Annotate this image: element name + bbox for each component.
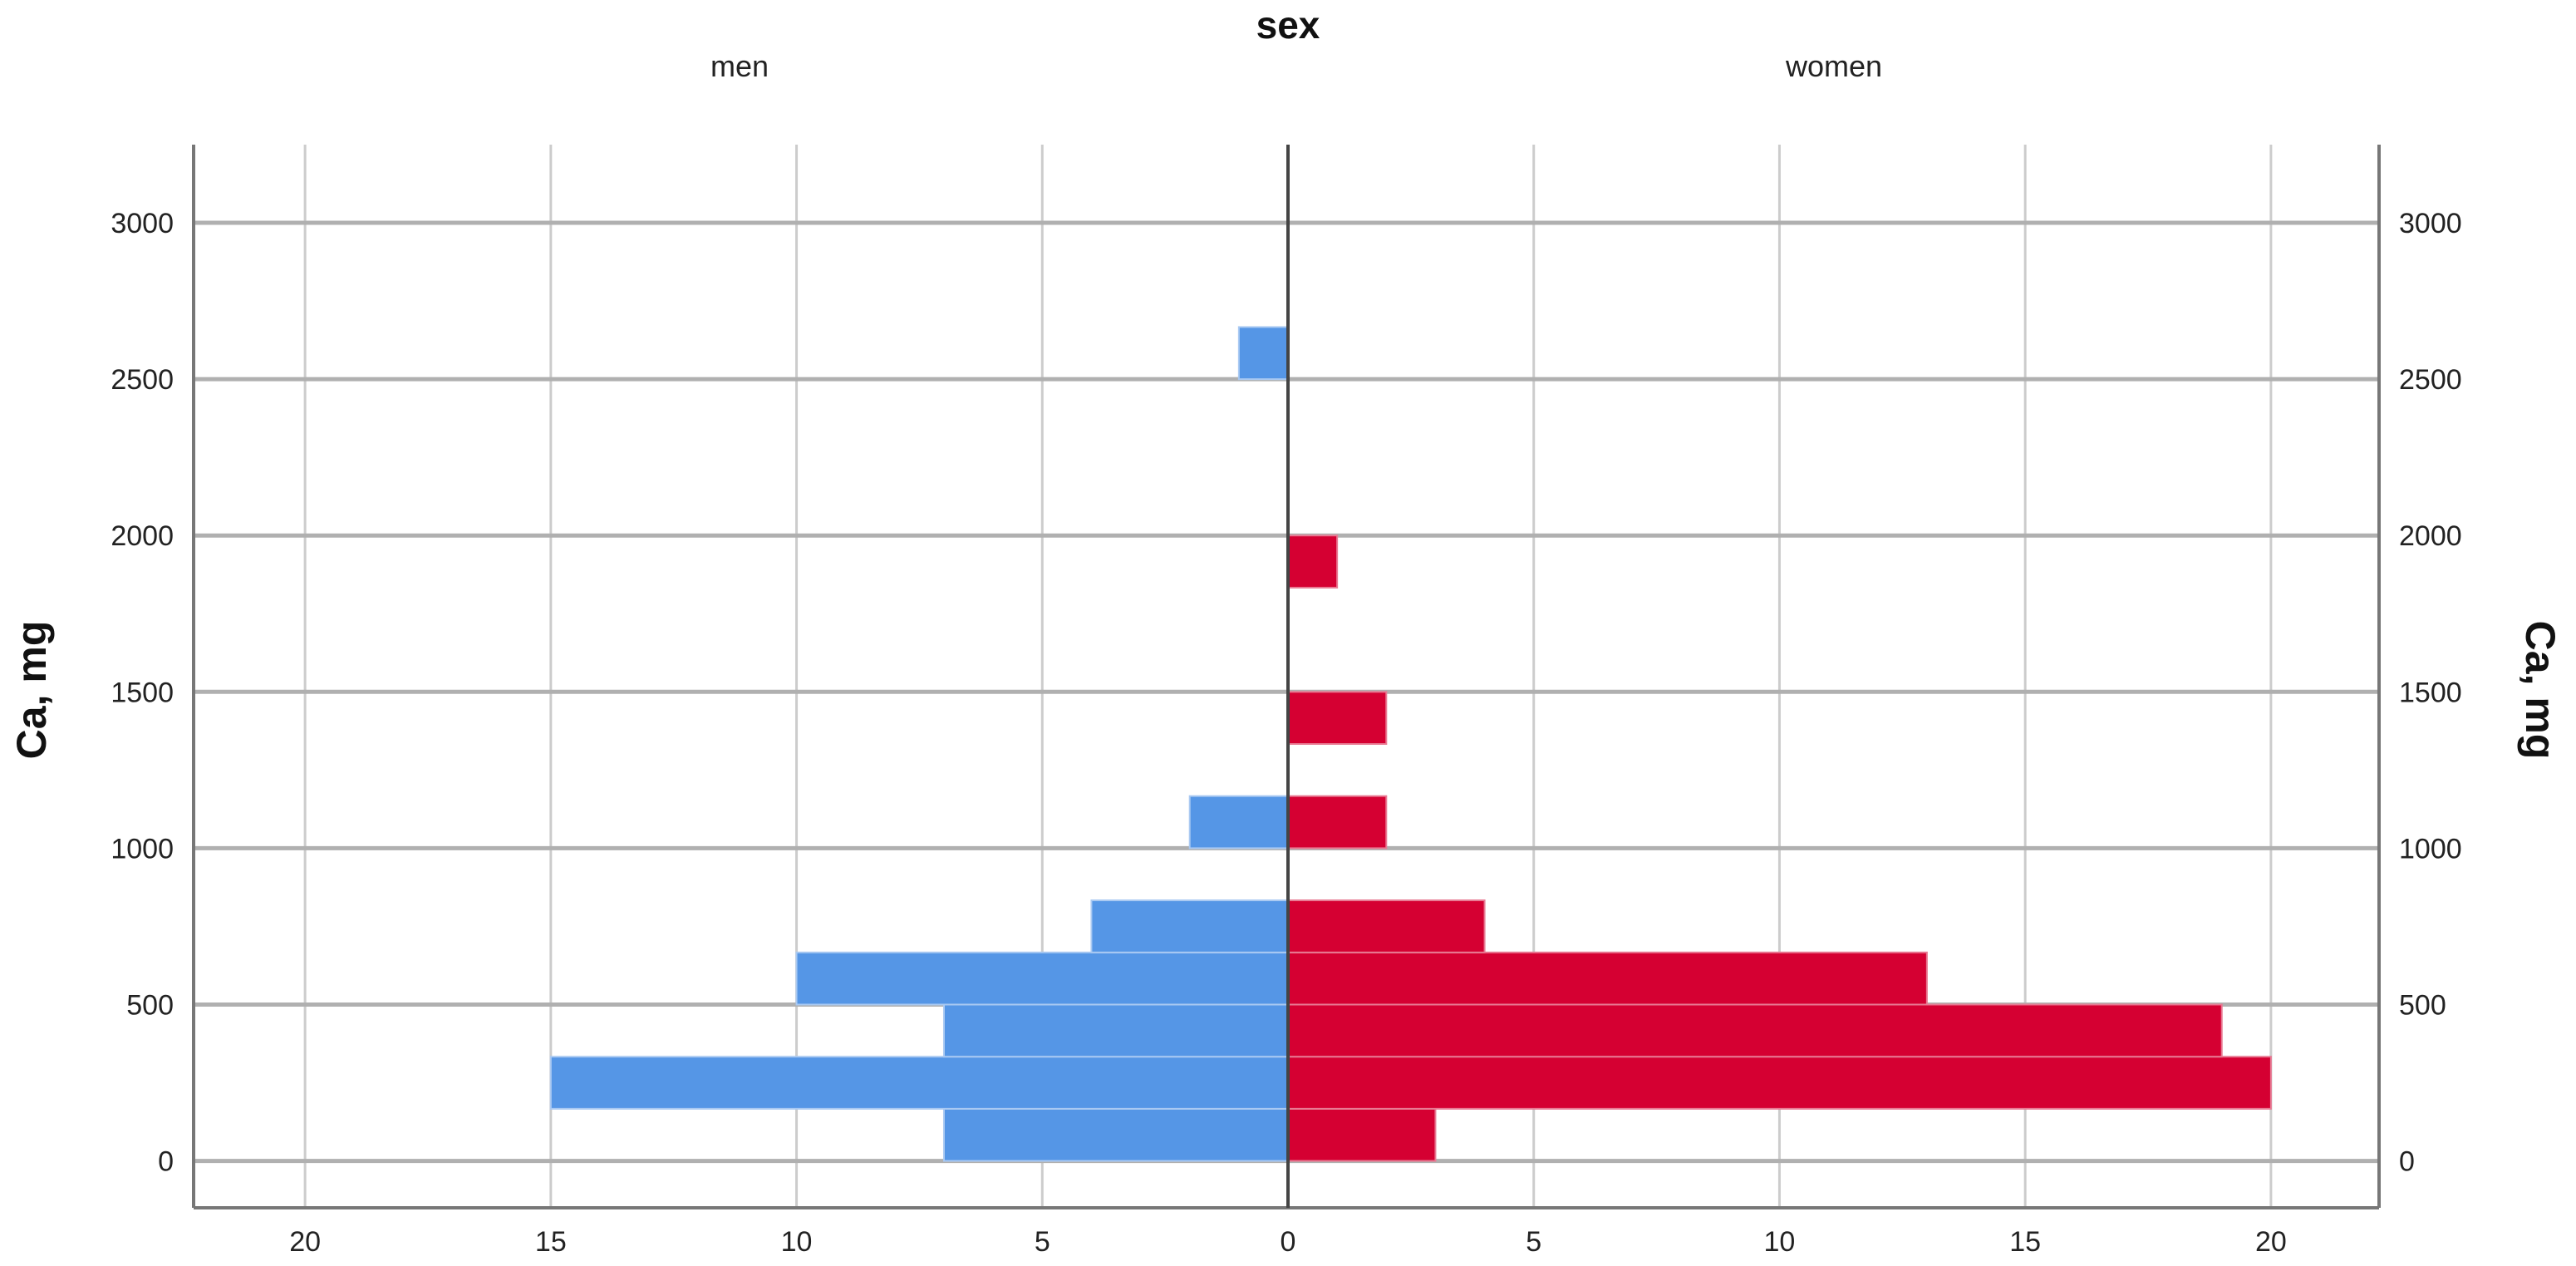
bar-men	[1188, 795, 1289, 850]
y-tick-label-right: 1500	[2399, 677, 2462, 708]
y-axis-title-right: Ca, mg	[2517, 621, 2564, 760]
x-tick-label-men: 10	[781, 1226, 813, 1258]
x-tick-label-women: 15	[2009, 1226, 2041, 1258]
y-tick-label-left: 2500	[111, 364, 174, 396]
y-tick-label-left: 0	[158, 1146, 174, 1178]
x-tick-label-men: 5	[1035, 1226, 1050, 1258]
bar-women	[1287, 1056, 2272, 1110]
bar-men	[795, 951, 1289, 1006]
bar-women	[1287, 1107, 1437, 1162]
bar-women	[1287, 899, 1486, 953]
bar-men	[549, 1056, 1289, 1110]
bar-men	[942, 1107, 1289, 1162]
y-tick-label-left: 1500	[111, 677, 174, 708]
chart-title: sex	[1256, 3, 1320, 47]
bar-women	[1287, 795, 1388, 850]
bar-women	[1287, 534, 1339, 589]
bar-women	[1287, 951, 1928, 1006]
bar-women	[1287, 1003, 2223, 1058]
bar-women	[1287, 691, 1388, 746]
x-tick-label-women: 5	[1526, 1226, 1541, 1258]
y-tick-label-right: 2000	[2399, 520, 2462, 552]
bar-men	[1237, 326, 1289, 381]
y-axis-title-left: Ca, mg	[8, 621, 55, 760]
y-tick-label-left: 500	[126, 989, 174, 1021]
y-tick-label-right: 3000	[2399, 208, 2462, 239]
x-tick-label-men: 15	[535, 1226, 567, 1258]
bar-men	[942, 1003, 1289, 1058]
x-tick-label-men: 0	[1281, 1226, 1296, 1258]
panel-label-men: men	[710, 49, 769, 83]
y-tick-label-left: 3000	[111, 208, 174, 239]
x-tick-label-men: 20	[289, 1226, 321, 1258]
y-tick-label-right: 500	[2399, 989, 2446, 1021]
panel-label-women: women	[1785, 49, 1882, 83]
bar-men	[1090, 899, 1290, 953]
x-tick-label-women: 20	[2255, 1226, 2287, 1258]
y-tick-label-right: 0	[2399, 1146, 2415, 1178]
x-tick-label-women: 10	[1764, 1226, 1796, 1258]
y-tick-label-right: 2500	[2399, 364, 2462, 396]
y-tick-label-left: 1000	[111, 833, 174, 865]
y-tick-label-left: 2000	[111, 520, 174, 552]
y-tick-label-right: 1000	[2399, 833, 2462, 865]
